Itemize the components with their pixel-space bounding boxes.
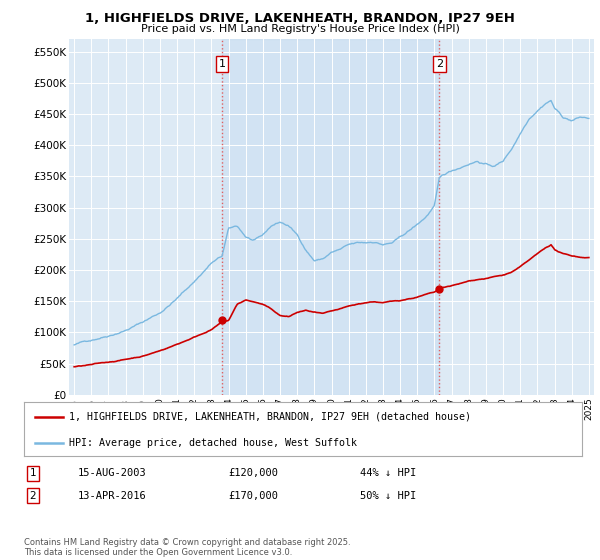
Text: £170,000: £170,000: [228, 491, 278, 501]
Text: 1, HIGHFIELDS DRIVE, LAKENHEATH, BRANDON, IP27 9EH (detached house): 1, HIGHFIELDS DRIVE, LAKENHEATH, BRANDON…: [68, 412, 470, 422]
Text: 1: 1: [218, 59, 226, 69]
Bar: [222, 39, 439, 395]
Text: 1: 1: [29, 468, 37, 478]
Text: HPI: Average price, detached house, West Suffolk: HPI: Average price, detached house, West…: [68, 438, 356, 447]
Text: 50% ↓ HPI: 50% ↓ HPI: [360, 491, 416, 501]
Text: 1, HIGHFIELDS DRIVE, LAKENHEATH, BRANDON, IP27 9EH: 1, HIGHFIELDS DRIVE, LAKENHEATH, BRANDON…: [85, 12, 515, 25]
Text: 13-APR-2016: 13-APR-2016: [78, 491, 147, 501]
Text: 2: 2: [29, 491, 37, 501]
Text: £120,000: £120,000: [228, 468, 278, 478]
Text: 2: 2: [436, 59, 443, 69]
Text: Contains HM Land Registry data © Crown copyright and database right 2025.
This d: Contains HM Land Registry data © Crown c…: [24, 538, 350, 557]
Text: Price paid vs. HM Land Registry's House Price Index (HPI): Price paid vs. HM Land Registry's House …: [140, 24, 460, 34]
Text: 15-AUG-2003: 15-AUG-2003: [78, 468, 147, 478]
Text: 44% ↓ HPI: 44% ↓ HPI: [360, 468, 416, 478]
